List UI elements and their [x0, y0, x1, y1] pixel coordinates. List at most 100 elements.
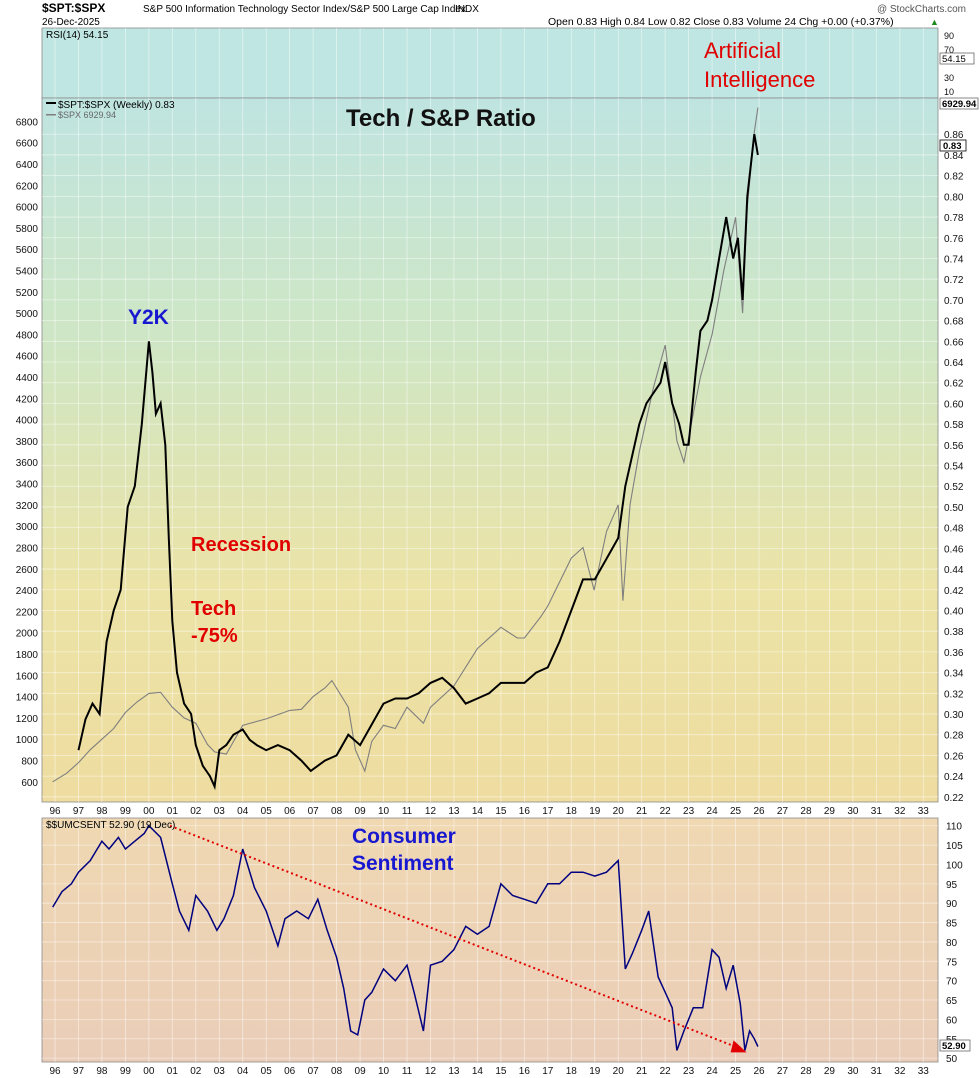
- annotation-sentiment: Sentiment: [352, 852, 454, 875]
- left-tick-label: 1200: [16, 714, 39, 725]
- x-tick-label: 21: [636, 806, 648, 817]
- sentiment-last-value: 52.90: [942, 1041, 966, 1052]
- left-tick-label: 1600: [16, 671, 39, 682]
- x-tick-label: 32: [894, 806, 906, 817]
- sentiment-tick-label: 110: [946, 822, 962, 833]
- left-tick-label: 2200: [16, 607, 39, 618]
- x-tick-label: 00: [143, 806, 155, 817]
- x-tick-label: 06: [284, 1066, 296, 1077]
- right-tick-label: 0.30: [944, 710, 964, 721]
- left-tick-label: 4800: [16, 330, 39, 341]
- right-tick-label: 0.70: [944, 296, 964, 307]
- trend-arrow-icon: [730, 1040, 747, 1053]
- left-tick-label: 5600: [16, 245, 39, 256]
- x-tick-label: 30: [847, 806, 859, 817]
- legend-ratio: $SPT:$SPX (Weekly) 0.83: [58, 100, 175, 111]
- header-quote: Open 0.83 High 0.84 Low 0.82 Close 0.83 …: [548, 16, 894, 28]
- annotation-ai-line1: Artificial: [704, 38, 781, 63]
- x-tick-label: 29: [824, 1066, 836, 1077]
- header-symbol: $SPT:$SPX: [42, 1, 105, 15]
- x-tick-label: 01: [167, 1066, 179, 1077]
- left-tick-label: 6600: [16, 139, 39, 150]
- left-tick-label: 2800: [16, 543, 39, 554]
- sentiment-trend-line: [169, 824, 735, 1048]
- x-tick-label: 17: [542, 1066, 554, 1077]
- x-tick-label: 04: [237, 1066, 249, 1077]
- sentiment-tick-label: 90: [946, 899, 958, 910]
- main-gridlines: [42, 98, 938, 802]
- sentiment-tick-label: 100: [946, 860, 963, 871]
- x-tick-label: 07: [308, 806, 320, 817]
- right-tick-label: 0.52: [944, 482, 964, 493]
- rsi-legend: RSI(14) 54.15: [46, 30, 109, 41]
- x-tick-label: 10: [378, 806, 390, 817]
- x-tick-label: 21: [636, 1066, 648, 1077]
- x-tick-label: 23: [683, 806, 695, 817]
- left-tick-label: 5400: [16, 267, 39, 278]
- x-tick-label: 13: [448, 806, 460, 817]
- right-tick-label: 0.62: [944, 379, 964, 390]
- x-tick-label: 02: [190, 1066, 202, 1077]
- right-tick-label: 0.54: [944, 462, 964, 473]
- left-tick-label: 5800: [16, 224, 39, 235]
- annotation-consumer: Consumer: [352, 825, 456, 848]
- left-tick-label: 6000: [16, 203, 39, 214]
- x-tick-label: 99: [120, 806, 132, 817]
- x-tick-label: 24: [707, 1066, 719, 1077]
- main-panel: $SPT:$SPX (Weekly) 0.83 $SPX 6929.94 680…: [16, 38, 979, 804]
- x-tick-label: 23: [683, 1066, 695, 1077]
- left-tick-label: 2600: [16, 565, 39, 576]
- right-tick-label: 0.22: [944, 793, 964, 804]
- spx-last-value: 6929.94: [942, 99, 977, 110]
- rsi-panel: RSI(14) 54.15 54.15 90 70 30 10: [41, 27, 975, 99]
- x-tick-label: 12: [425, 806, 437, 817]
- right-tick-label: 0.74: [944, 254, 964, 265]
- left-tick-label: 1400: [16, 693, 39, 704]
- left-price-axis: 6800 6600 6400 6200 6000 5800 5600 5400 5200 5000…: [16, 117, 39, 788]
- x-tick-label: 02: [190, 806, 202, 817]
- x-axis-labels-bottom: 96 97 98 99 00 01 02 03 04 05 06 07 08 09 10 11 12 13 14 15…: [49, 1066, 929, 1077]
- sentiment-tick-label: 85: [946, 919, 958, 930]
- right-tick-label: 0.44: [944, 565, 964, 576]
- x-tick-label: 01: [167, 806, 179, 817]
- annotation-recession: Recession: [191, 534, 291, 556]
- left-tick-label: 3200: [16, 501, 39, 512]
- right-tick-label: 0.82: [944, 172, 964, 183]
- sentiment-tick-label: 50: [946, 1054, 958, 1065]
- header-exchange: INDX: [455, 4, 479, 15]
- x-tick-label: 05: [261, 1066, 273, 1077]
- ratio-series-line: [77, 134, 759, 791]
- x-tick-label: 33: [918, 806, 930, 817]
- left-tick-label: 2400: [16, 586, 39, 597]
- rsi-tick-label: 70: [944, 45, 954, 55]
- left-tick-label: 3000: [16, 522, 39, 533]
- chart-header: $SPT:$SPX S&P 500 Information Technology…: [42, 1, 966, 28]
- right-tick-label: 0.64: [944, 358, 964, 369]
- rsi-tick-label: 90: [944, 31, 954, 41]
- x-tick-label: 08: [331, 1066, 343, 1077]
- left-tick-label: 600: [21, 778, 38, 789]
- x-tick-label: 20: [613, 806, 625, 817]
- right-tick-label: 0.48: [944, 524, 964, 535]
- right-ratio-axis: 0.86 0.84 0.82 0.80 0.78 0.76 0.74 0.72 0.70 0.68…: [944, 130, 964, 804]
- sentiment-tick-label: 105: [946, 841, 963, 852]
- x-tick-label: 16: [519, 1066, 531, 1077]
- x-tick-label: 22: [660, 1066, 672, 1077]
- right-tick-label: 0.66: [944, 337, 964, 348]
- x-tick-label: 05: [261, 806, 273, 817]
- annotation-tech: Tech: [191, 598, 236, 620]
- right-tick-label: 0.26: [944, 751, 964, 762]
- sentiment-tick-label: 65: [946, 996, 958, 1007]
- left-tick-label: 3800: [16, 437, 39, 448]
- x-tick-label: 31: [871, 806, 883, 817]
- x-tick-label: 15: [495, 806, 507, 817]
- left-tick-label: 4000: [16, 416, 39, 427]
- right-tick-label: 0.86: [944, 130, 964, 141]
- x-tick-label: 18: [566, 806, 578, 817]
- x-tick-label: 04: [237, 806, 249, 817]
- x-tick-label: 19: [589, 806, 601, 817]
- header-description: S&P 500 Information Technology Sector In…: [143, 4, 466, 15]
- annotation-ai-line2: Intelligence: [704, 67, 815, 92]
- left-tick-label: 4200: [16, 394, 39, 405]
- x-tick-label: 97: [73, 806, 85, 817]
